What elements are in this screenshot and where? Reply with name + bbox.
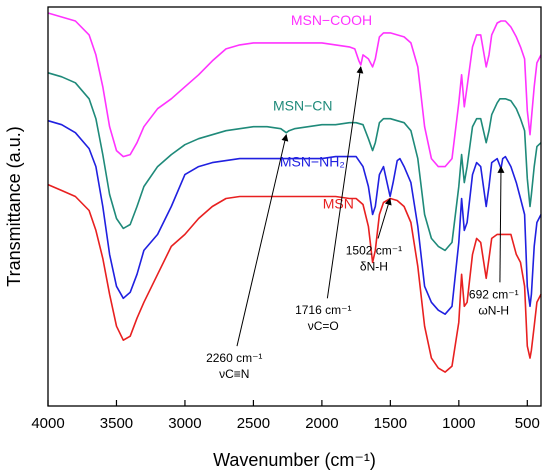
- annotation-label: νC=O: [308, 319, 339, 333]
- annotation-arrow: [377, 197, 392, 239]
- series-line: [47, 12, 542, 168]
- x-tick-label: 4000: [31, 415, 64, 432]
- x-tick-label: 3500: [100, 415, 133, 432]
- annotation-label: ωN-H: [478, 303, 509, 317]
- x-tick-label: 1500: [374, 415, 407, 432]
- x-tick-label: 2000: [305, 415, 338, 432]
- x-tick-label: 2500: [237, 415, 270, 432]
- series-line: [47, 72, 542, 252]
- series-label: MSN: [323, 195, 354, 211]
- x-axis-ticks: 4000 3500 3000 2500 2000 1500 1000 500: [31, 400, 540, 432]
- annotation-label: 692 cm⁻¹: [469, 287, 519, 301]
- x-tick-label: 3000: [168, 415, 201, 432]
- x-tick-label: 500: [515, 415, 540, 432]
- annotation-label: 1502 cm⁻¹: [346, 243, 402, 257]
- series-label: MSN−NH₂: [280, 154, 345, 170]
- annotation-label: 1716 cm⁻¹: [295, 303, 351, 317]
- annotation-arrow: [326, 66, 364, 299]
- series-line: [47, 119, 542, 315]
- annotation-arrow: [497, 165, 505, 283]
- series-line: [47, 183, 542, 373]
- annotation-label: 2260 cm⁻¹: [206, 351, 262, 365]
- series-label: MSN−COOH: [291, 12, 372, 28]
- series-layer: MSN−COOH MSN−CN MSN−NH₂ MSN: [47, 12, 542, 373]
- y-axis-title: Transmittance (a.u.): [4, 126, 24, 286]
- plot-frame: [47, 6, 542, 407]
- x-tick-label: 1000: [442, 415, 475, 432]
- x-axis-title: Wavenumber (cm⁻¹): [213, 450, 376, 470]
- annotation-label: νC≡N: [219, 367, 249, 381]
- annotation-arrow: [236, 133, 289, 347]
- annotation-layer: 2260 cm⁻¹ νC≡N 1716 cm⁻¹ νC=O 1502 cm⁻¹ δN-H 6…: [206, 66, 519, 381]
- annotation-label: δN-H: [360, 259, 388, 273]
- series-label: MSN−CN: [273, 98, 333, 114]
